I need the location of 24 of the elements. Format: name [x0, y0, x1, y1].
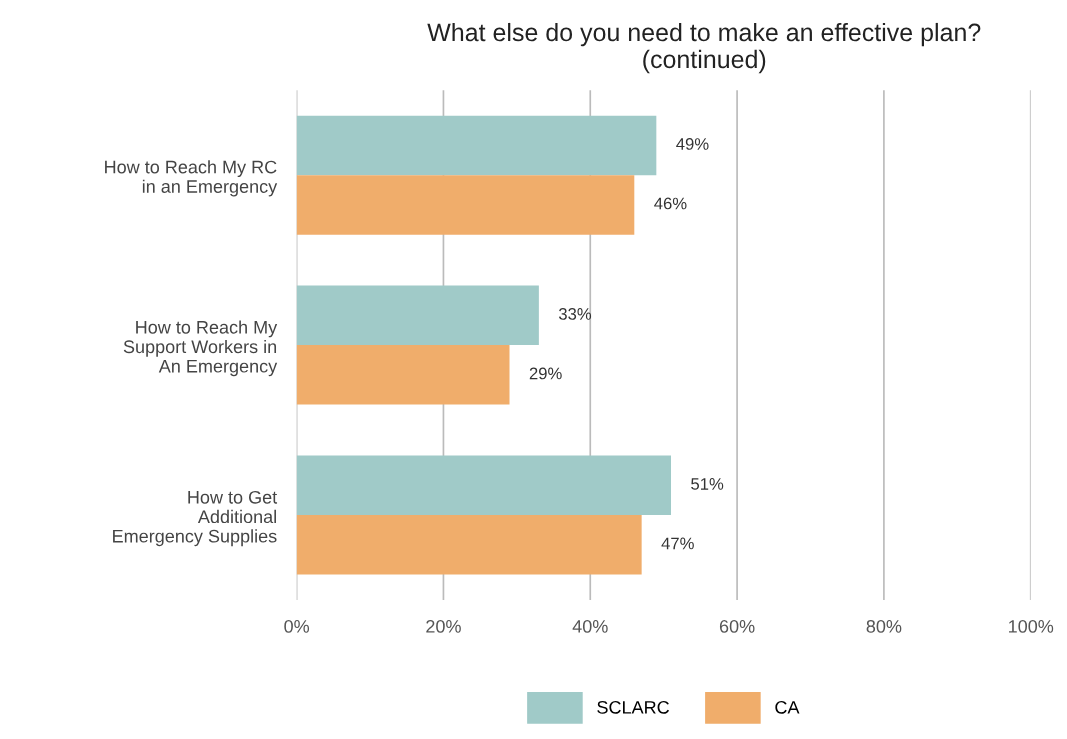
- data-label: 51%: [691, 478, 724, 490]
- x-tick-label: 100%: [1009, 619, 1054, 633]
- y-tick-label: How to Reach My RC in an Emergency: [105, 160, 278, 197]
- legend-label: CA: [775, 700, 800, 714]
- data-label: 49%: [676, 138, 709, 150]
- x-tick-label: 80%: [866, 619, 902, 633]
- data-label: 47%: [661, 537, 694, 550]
- data-label: 33%: [558, 308, 592, 320]
- x-tick-label: 20%: [426, 619, 461, 633]
- bar: [296, 175, 635, 235]
- bar: [296, 455, 672, 516]
- bar: [296, 285, 539, 346]
- y-tick-label: How to Reach My Support Workers in An Emergency: [123, 320, 278, 377]
- x-tick-label: 60%: [719, 619, 755, 633]
- y-tick-label: How to Get Additional Emergency Supplies: [113, 490, 278, 547]
- data-label: 46%: [654, 197, 687, 210]
- bar: [296, 345, 510, 405]
- chart-title: What else do you need to make an effective plan? (continued): [427, 22, 981, 74]
- bar: [296, 515, 642, 575]
- legend-label: SCLARC: [597, 700, 670, 714]
- x-tick-label: 40%: [572, 619, 608, 633]
- x-tick-label: 0%: [284, 619, 310, 633]
- bar: [296, 115, 657, 176]
- data-label: 29%: [529, 367, 562, 380]
